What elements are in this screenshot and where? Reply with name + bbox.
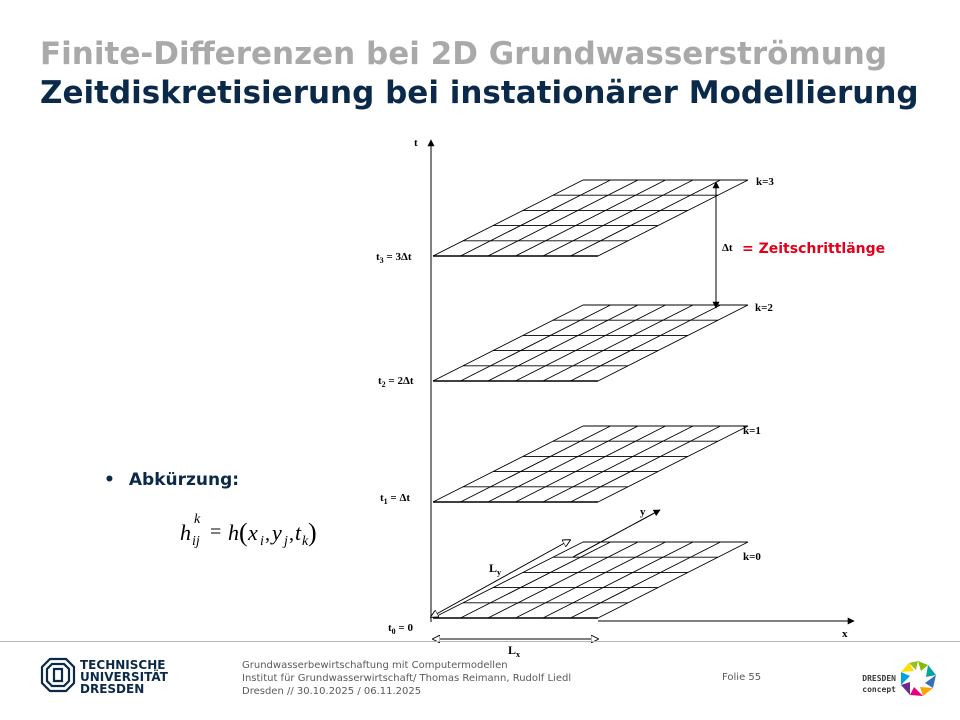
x-axis-label: x — [842, 628, 848, 640]
tu-dresden-emblem-icon — [40, 657, 76, 693]
lx-label: Lx — [508, 643, 520, 659]
grid-layer-k0 — [432, 541, 749, 619]
formula-subscript-i: i — [260, 534, 264, 549]
formula-comma-2: , — [289, 523, 294, 545]
logo-line-3: DRESDEN — [80, 682, 144, 696]
formula: h k ij = h ( x i , y j , t k ) — [180, 512, 317, 549]
level-label-k3: k=3 — [756, 176, 774, 188]
footer-course: Grundwasserbewirtschaftung mit Computerm… — [242, 660, 508, 671]
formula-subscript-ij: ij — [192, 534, 200, 549]
logo-line-1: TECHNISCHE — [80, 658, 165, 672]
formula-subscript-j: j — [282, 534, 288, 549]
y-axis — [572, 509, 661, 558]
formula-h: h — [180, 520, 191, 545]
slide-title-subtopic: Zeitdiskretisierung bei instationärer Mo… — [40, 75, 919, 111]
dresden-concept-logo — [901, 661, 936, 696]
slide-number-label: Folie — [722, 672, 746, 683]
bullet-item: • Abkürzung: — [104, 470, 239, 490]
dresden-concept-line-2: concept — [862, 685, 896, 694]
level-label-k2: k=2 — [755, 302, 773, 314]
formula-paren-close: ) — [308, 518, 317, 547]
formula-superscript-k: k — [194, 512, 201, 527]
grid-layers — [432, 179, 749, 619]
level-label-k1: k=1 — [743, 425, 761, 437]
footer-institute: Institut für Grundwasserwirtschaft/ Thom… — [242, 673, 572, 684]
footer-date: Dresden // 30.10.2025 / 06.11.2025 — [242, 686, 422, 697]
dresden-concept-wordmark: DRESDEN concept — [846, 673, 896, 695]
slide-number: Folie 55 — [722, 672, 761, 683]
logo-line-2: UNIVERSITÄT — [80, 669, 169, 684]
formula-x: x — [247, 520, 258, 545]
time-label-t0: t0 = 0 — [388, 622, 413, 636]
y-axis-label: y — [640, 506, 646, 518]
grid-layer-k3 — [432, 179, 749, 257]
time-label-t2: t2 = 2Δt — [378, 375, 414, 389]
bullet-label: Abkürzung: — [128, 470, 240, 490]
formula-y: y — [270, 520, 282, 545]
formula-subscript-k: k — [302, 534, 309, 549]
dresden-concept-ring-icon — [901, 661, 936, 696]
formula-t: t — [295, 520, 302, 545]
delta-t-description: = Zeitschrittlänge — [742, 241, 885, 257]
formula-equals: = — [210, 521, 221, 543]
ly-label: Ly — [489, 561, 501, 577]
slide-number-value: 55 — [748, 672, 762, 683]
formula-h-function: h — [228, 520, 239, 545]
footer-text: Grundwasserbewirtschaftung mit Computerm… — [242, 659, 571, 698]
dresden-concept-line-1: DRESDEN — [862, 674, 896, 683]
formula-comma-1: , — [265, 523, 270, 545]
grid-layer-k1 — [432, 425, 749, 503]
delta-t-symbol: Δt — [722, 242, 733, 254]
time-label-t3: t3 = 3Δt — [376, 251, 412, 265]
formula-paren-open: ( — [239, 518, 248, 547]
tu-dresden-logo: TECHNISCHE UNIVERSITÄT DRESDEN — [40, 657, 169, 696]
time-label-t1: t1 = Δt — [380, 492, 410, 506]
slide-title-topic: Finite-Differenzen bei 2D Grundwasserstr… — [40, 36, 888, 72]
ly-dimension-arrow — [431, 540, 570, 617]
footer-divider — [0, 641, 960, 642]
t-axis-label: t — [414, 137, 418, 149]
bullet-dot: • — [104, 470, 115, 490]
level-label-k0: k=0 — [743, 551, 761, 563]
grid-layer-k2 — [432, 304, 749, 382]
